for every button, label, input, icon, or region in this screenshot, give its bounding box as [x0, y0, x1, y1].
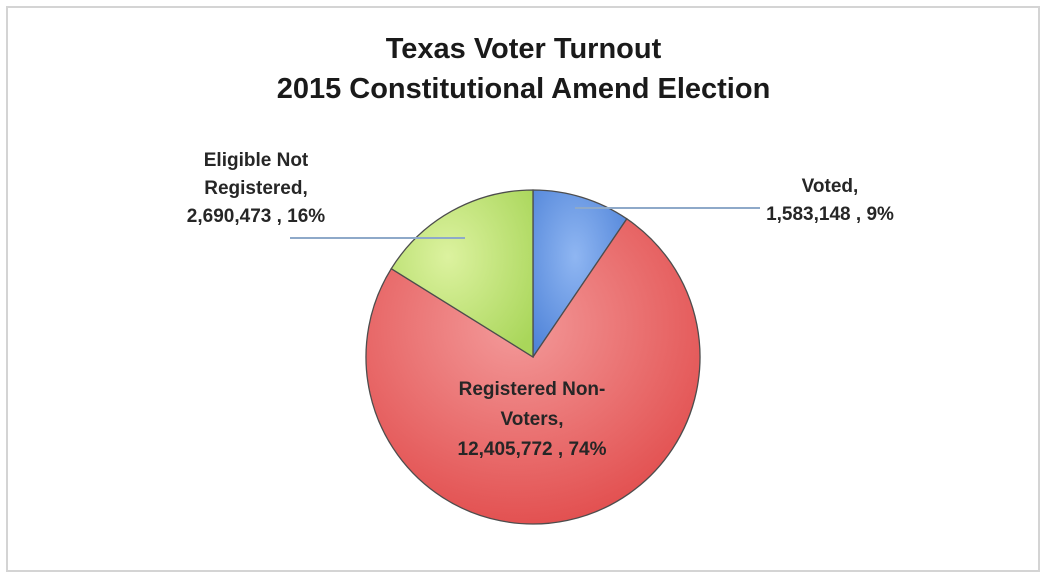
slice-label-line: 2,690,473 , 16% — [187, 206, 325, 227]
slice-label: Eligible Not Registered, 2,690,473 , 16% — [187, 150, 325, 227]
chart-title-line-1: Texas Voter Turnout — [385, 33, 662, 65]
slice-label-line: 1,583,148 , 9% — [766, 204, 894, 225]
pie-slice-voted — [532, 189, 628, 360]
slice-label-line: Voted, — [802, 176, 859, 197]
slice-label: Registered Non- Voters, 12,405,772 , 74% — [458, 379, 607, 460]
pie-slice-registered-non-voters — [365, 217, 701, 525]
slice-label-line: Registered, — [204, 178, 307, 199]
slice-label-line: Registered Non- — [459, 379, 606, 400]
slice-label-line: Voters, — [500, 409, 563, 430]
slice-label-line: Eligible Not — [204, 150, 309, 171]
slice-label: Voted, 1,583,148 , 9% — [766, 176, 894, 225]
pie-slice-eligible-not-registered — [390, 189, 534, 359]
slice-label-line: 12,405,772 , 74% — [458, 439, 607, 460]
chart-title-line-2: 2015 Constitutional Amend Election — [276, 73, 771, 105]
